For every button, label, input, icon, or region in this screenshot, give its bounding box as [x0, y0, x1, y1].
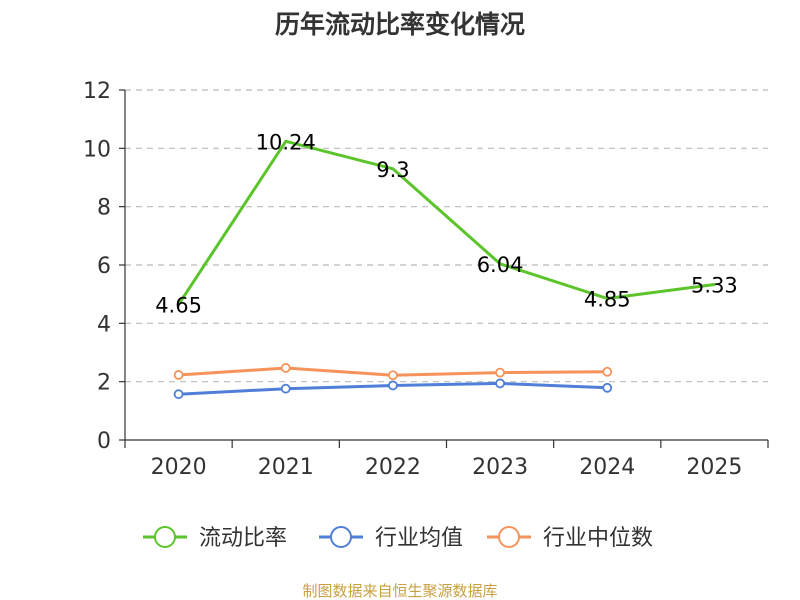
legend: 流动比率 行业均值 行业中位数 [143, 526, 653, 551]
x-tick-label: 2020 [151, 455, 207, 480]
data-label: 4.65 [155, 293, 202, 317]
legend-item-2[interactable]: 行业中位数 [487, 526, 653, 551]
y-tick-label: 0 [97, 429, 111, 454]
data-point [280, 383, 291, 394]
axes: 0 2 4 6 8 10 12 2020 2021 2022 2023 2024 2025 [83, 79, 769, 480]
legend-item-0[interactable]: 流动比率 [143, 526, 287, 551]
series-line-0 [177, 139, 716, 306]
y-tick-label: 2 [97, 371, 111, 396]
legend-swatch-marker [330, 526, 352, 548]
data-label: 4.85 [584, 288, 631, 312]
y-tick-label: 10 [83, 137, 111, 162]
data-point [602, 366, 613, 377]
legend-label: 行业中位数 [543, 526, 653, 551]
y-tick-label: 12 [83, 79, 111, 104]
x-tick-label: 2023 [472, 455, 528, 480]
data-point [173, 370, 184, 380]
data-label: 5.33 [691, 274, 738, 298]
y-tick-label: 6 [97, 254, 111, 279]
data-point [602, 382, 613, 393]
y-tick-label: 4 [97, 312, 111, 337]
data-labels: 4.65 10.24 9.3 6.04 4.85 5.33 [155, 130, 738, 317]
x-tick-label: 2022 [365, 455, 421, 480]
legend-swatch-marker [498, 526, 520, 548]
grid-lines [125, 89, 768, 383]
data-point [388, 370, 398, 381]
y-tick-label: 8 [97, 196, 111, 221]
data-point [280, 363, 291, 373]
data-point [173, 389, 184, 400]
source-footer: 制图数据来自恒生聚源数据库 [302, 582, 497, 600]
data-point [388, 380, 398, 391]
x-tick-label: 2021 [258, 455, 314, 480]
series-group [173, 139, 716, 400]
legend-label: 流动比率 [199, 526, 287, 551]
data-point [495, 367, 505, 378]
data-point [495, 378, 505, 389]
data-label: 10.24 [256, 130, 316, 154]
legend-swatch-marker [154, 526, 176, 548]
x-tick-label: 2024 [579, 455, 635, 480]
legend-item-1[interactable]: 行业均值 [319, 526, 463, 551]
legend-label: 行业均值 [375, 526, 463, 551]
data-label: 9.3 [376, 158, 409, 182]
chart-title: 历年流动比率变化情况 [275, 10, 525, 39]
x-tick-label: 2025 [686, 455, 742, 480]
data-label: 6.04 [477, 253, 524, 277]
